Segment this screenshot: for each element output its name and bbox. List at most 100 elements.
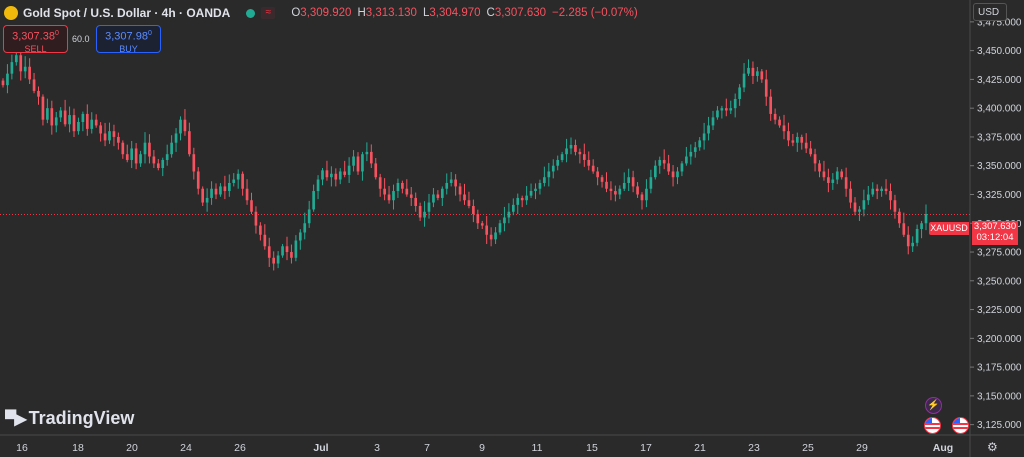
candle-body — [778, 119, 781, 126]
candle-body — [742, 73, 746, 88]
candle-body — [738, 87, 741, 99]
candle-body — [920, 223, 923, 230]
candle-body — [578, 151, 582, 155]
candle-body — [662, 159, 666, 164]
candle-body — [369, 151, 373, 164]
candle-body — [170, 142, 173, 155]
high-value: 3,313.130 — [365, 7, 417, 19]
candle-body — [356, 156, 360, 172]
candle-body — [614, 191, 617, 195]
candle-body — [667, 163, 670, 172]
candle-body — [81, 113, 85, 122]
candle-body — [596, 171, 599, 178]
candle-body — [28, 66, 31, 80]
candle-body — [37, 90, 40, 97]
candle-body — [1, 80, 5, 86]
market-open-dot-icon[interactable] — [246, 8, 256, 18]
candle-body — [729, 108, 733, 111]
candle-body — [560, 154, 564, 160]
candle-body — [156, 163, 160, 169]
candle-body — [449, 179, 453, 183]
candle-body — [161, 159, 165, 169]
y-tick-label: 3,425.000 — [977, 75, 1022, 86]
candle-body — [361, 154, 364, 172]
candle-body — [188, 131, 191, 155]
symbol-title[interactable]: Gold Spot / U.S. Dollar · 4h · OANDA — [23, 6, 231, 20]
candle-body — [733, 98, 737, 109]
candle-body — [387, 194, 391, 201]
candle-body — [911, 242, 915, 247]
candle-body — [112, 131, 116, 137]
candle-body — [219, 186, 222, 195]
candle-body — [498, 223, 502, 233]
candle-body — [827, 177, 830, 183]
y-tick-label: 3,375.000 — [977, 132, 1022, 143]
wave-icon[interactable]: ≈ — [261, 7, 276, 19]
spread-value: 60.0 — [72, 34, 90, 44]
candle-body — [183, 119, 187, 132]
candle-body — [10, 62, 14, 74]
candle-body — [201, 188, 205, 203]
candle-body — [707, 125, 710, 134]
y-tick-label: 3,400.000 — [977, 104, 1022, 115]
x-tick-label: 9 — [479, 442, 485, 454]
candle-body — [671, 171, 675, 178]
candle-body — [432, 194, 435, 203]
candle-body — [631, 177, 635, 187]
y-tick-label: 3,200.000 — [977, 334, 1022, 345]
candle-body — [538, 182, 542, 189]
candle-body — [405, 188, 409, 195]
candle-body — [14, 55, 18, 63]
y-tick-label: 3,250.000 — [977, 276, 1022, 287]
candle-body — [50, 108, 54, 126]
candle-body — [303, 223, 307, 233]
settings-icon[interactable]: ⚙ — [987, 440, 998, 454]
candle-body — [720, 108, 724, 111]
candle-body — [511, 204, 515, 212]
candle-body — [472, 205, 475, 215]
candle-body — [19, 55, 23, 72]
candle-body — [653, 165, 657, 178]
close-label: C — [486, 7, 495, 19]
candle-body — [214, 188, 218, 195]
candle-body — [804, 142, 808, 149]
us-flag-icon[interactable] — [952, 417, 969, 434]
candle-body — [494, 232, 497, 240]
candle-body — [866, 194, 870, 201]
candle-body — [68, 115, 71, 125]
buy-price: 3,307.980 — [105, 30, 152, 43]
candle-body — [556, 159, 560, 166]
candle-body — [392, 191, 395, 201]
candle-body — [520, 197, 524, 201]
change-value: −2.285 (−0.07%) — [552, 7, 638, 19]
lightning-icon[interactable]: ⚡ — [925, 397, 942, 414]
candle-body — [840, 171, 844, 178]
x-tick-label: 25 — [802, 442, 814, 454]
buy-button[interactable]: 3,307.980 BUY — [96, 25, 161, 54]
candle-body — [689, 151, 693, 157]
x-tick-label: 24 — [180, 442, 192, 454]
y-tick-label: 3,125.000 — [977, 420, 1022, 431]
candle-body — [285, 246, 289, 253]
candle-body — [254, 211, 258, 226]
candle-body — [600, 177, 604, 182]
x-tick-label: 16 — [16, 442, 28, 454]
candle-body — [108, 131, 111, 141]
tradingview-logo[interactable]: ▀▶ TradingView — [5, 408, 134, 429]
candle-body — [760, 71, 764, 80]
us-flag-icon[interactable] — [924, 417, 941, 434]
candle-body — [121, 142, 125, 155]
candle-body — [791, 140, 795, 143]
candle-body — [103, 133, 107, 141]
candle-body — [605, 181, 608, 189]
currency-selector[interactable]: USD — [973, 3, 1007, 21]
candle-body — [507, 211, 511, 218]
sell-button[interactable]: 3,307.380 SELL — [3, 25, 68, 54]
candle-body — [259, 225, 262, 235]
price-tag-symbol: XAUUSD — [929, 222, 969, 235]
candle-body — [409, 194, 413, 198]
candle-body — [174, 133, 178, 143]
candle-body — [884, 188, 888, 192]
